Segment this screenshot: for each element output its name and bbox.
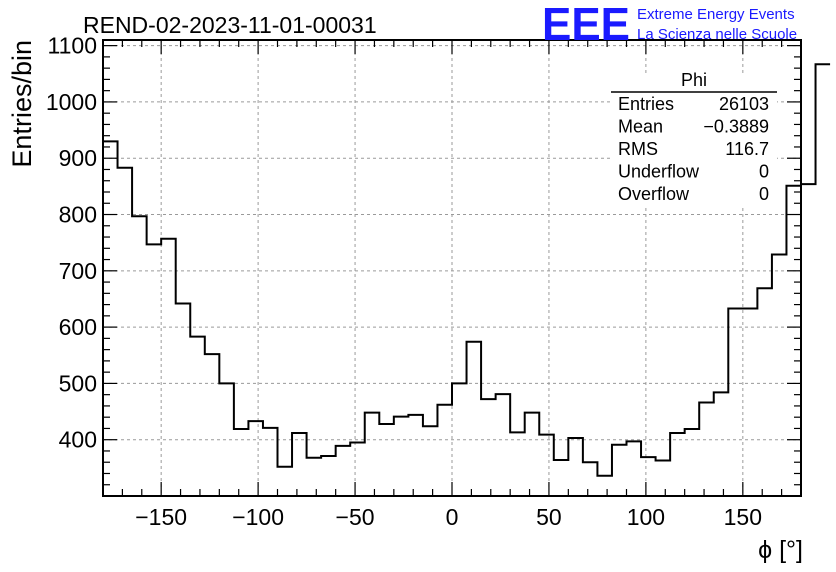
histogram-bin	[321, 456, 336, 496]
histogram-bin	[408, 415, 423, 496]
stats-value: 0	[759, 184, 769, 204]
histogram-bin	[103, 141, 118, 496]
stats-label: Entries	[618, 94, 674, 114]
histogram-bin	[627, 441, 642, 496]
histogram-line	[103, 63, 831, 477]
stats-label: Mean	[618, 117, 663, 137]
histogram-bin	[219, 383, 234, 496]
y-tick-label: 1100	[48, 33, 97, 59]
y-axis-label: Entries/bin	[7, 40, 37, 168]
histogram-bin	[496, 394, 511, 496]
histogram-bin	[118, 168, 133, 496]
histogram	[103, 63, 831, 496]
x-axis-label: ϕ [°]	[758, 536, 803, 564]
stats-box: Phi Entries 26103 Mean −0.3889 RMS 116.7 Under…	[611, 70, 777, 208]
stats-label: RMS	[618, 139, 658, 159]
histogram-bin	[263, 428, 278, 496]
chart-title: REND-02-2023-11-01-00031	[83, 12, 377, 38]
histogram-bin	[786, 186, 801, 496]
histogram-bin	[554, 460, 569, 496]
y-tick-label: 1000	[46, 89, 97, 115]
y-tick-label: 700	[59, 258, 97, 284]
histogram-bin	[757, 288, 772, 496]
stats-value: 26103	[719, 94, 769, 114]
x-tick-label: 0	[446, 504, 459, 530]
histogram-bin	[670, 433, 685, 496]
logo-mark: EEE	[542, 0, 630, 50]
histogram-bin	[292, 433, 307, 496]
histogram-bin	[525, 413, 540, 496]
histogram-bin	[539, 435, 554, 496]
histogram-bin	[685, 429, 700, 496]
y-tick-label: 400	[59, 427, 97, 453]
x-tick-label: 150	[724, 504, 762, 530]
histogram-bin	[597, 476, 612, 496]
histogram-bin	[714, 392, 729, 496]
histogram-bin	[568, 438, 583, 496]
histogram-bin	[699, 403, 714, 496]
axis-ticks	[102, 40, 802, 497]
stats-value: 0	[759, 162, 769, 182]
histogram-bin	[423, 426, 438, 496]
histogram-bin	[161, 239, 176, 496]
stats-label: Underflow	[618, 162, 700, 182]
histogram-bin	[743, 309, 758, 496]
histogram-bin	[728, 309, 743, 496]
logo-line-1: Extreme Energy Events	[637, 6, 795, 23]
histogram-bin	[234, 429, 249, 496]
histogram-bin	[467, 342, 482, 496]
histogram-bin	[772, 254, 787, 496]
histogram-bin	[379, 424, 394, 496]
stats-value: 116.7	[725, 139, 769, 159]
histogram-bin	[176, 303, 191, 496]
stats-box-bg	[611, 74, 777, 208]
histogram-bin	[641, 457, 656, 496]
x-tick-label: −150	[135, 504, 187, 530]
histogram-bin	[452, 383, 467, 496]
histogram-bin	[336, 446, 351, 496]
histogram-bin	[612, 445, 627, 496]
histogram-bin	[278, 467, 293, 496]
histogram-bin	[147, 244, 162, 496]
histogram-bin	[365, 413, 380, 496]
stats-value: −0.3889	[703, 117, 769, 137]
y-tick-labels: 400 500 600 700 800 900 1000 1100	[46, 33, 97, 453]
stats-label: Overflow	[618, 184, 690, 204]
histogram-bin	[132, 216, 147, 496]
y-tick-label: 600	[59, 314, 97, 340]
histogram-bin	[801, 184, 816, 496]
x-tick-label: 50	[536, 504, 562, 530]
histogram-bin	[205, 354, 220, 496]
x-tick-label: −50	[336, 504, 375, 530]
histogram-bin	[248, 421, 263, 496]
y-tick-label: 500	[59, 370, 97, 396]
histogram-bin	[510, 432, 525, 496]
logo-line-2: La Scienza nelle Scuole	[637, 26, 797, 43]
y-tick-label: 800	[59, 202, 97, 228]
x-tick-label: 100	[627, 504, 665, 530]
histogram-bin	[437, 405, 452, 496]
x-tick-labels: −150 −100 −50 0 50 100 150	[135, 504, 762, 530]
x-tick-label: −100	[232, 504, 284, 530]
histogram-bin	[583, 462, 598, 496]
histogram-bin	[350, 443, 365, 496]
stats-rows: Entries 26103 Mean −0.3889 RMS 116.7 Underflow…	[618, 94, 769, 204]
stats-box-title: Phi	[681, 70, 707, 90]
histogram-bin	[190, 337, 205, 496]
histogram-bin	[816, 64, 831, 496]
histogram-bin	[307, 458, 322, 496]
histogram-bin	[481, 399, 496, 496]
histogram-bin	[656, 461, 671, 496]
y-tick-label: 900	[59, 145, 97, 171]
histogram-bin	[394, 417, 409, 496]
